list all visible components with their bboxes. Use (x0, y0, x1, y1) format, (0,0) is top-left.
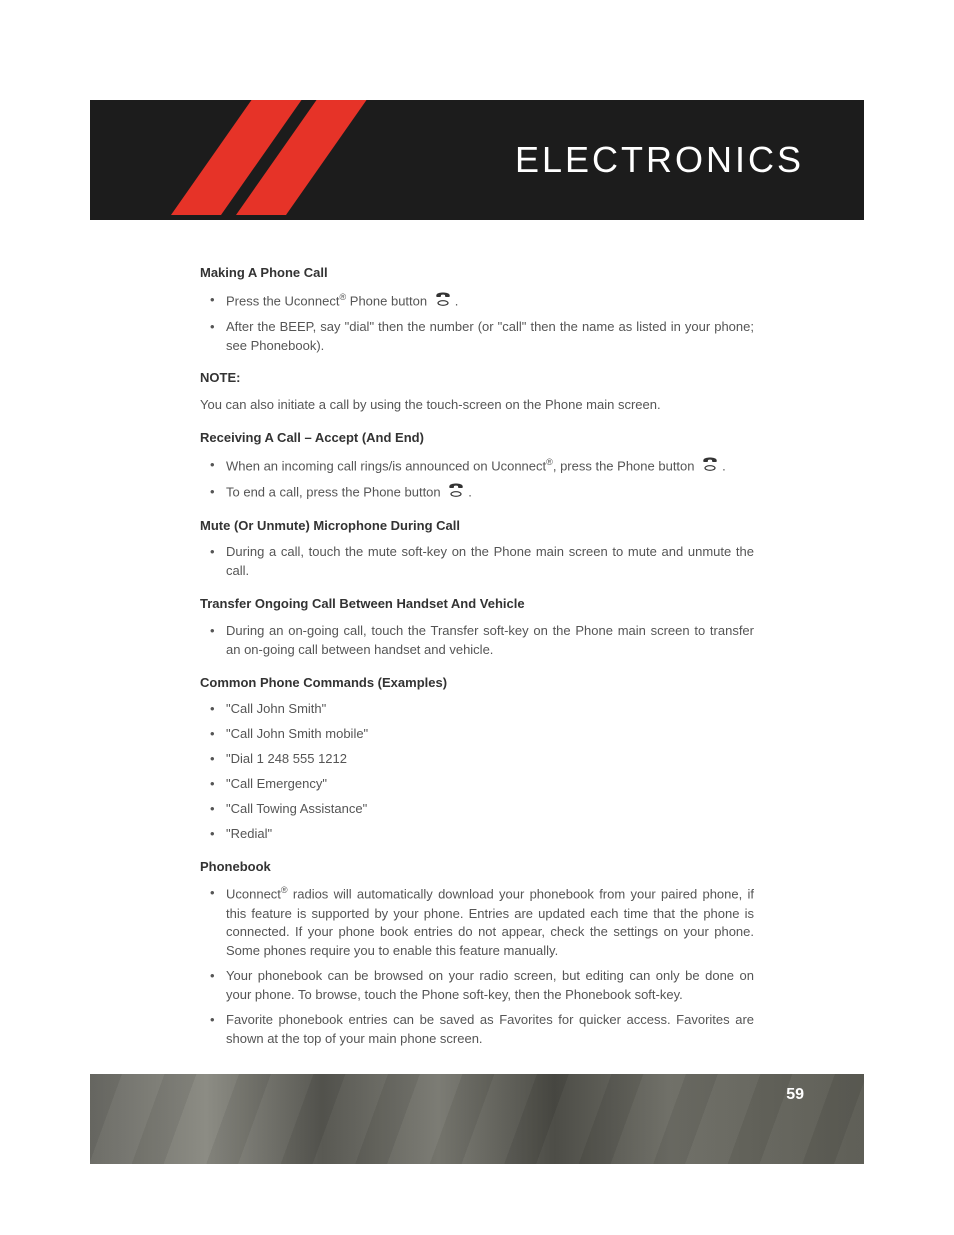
list-item: During an on-going call, touch the Trans… (214, 622, 754, 660)
bullet-list: During a call, touch the mute soft-key o… (200, 543, 754, 581)
phone-handset-icon (446, 483, 466, 503)
section-heading: Receiving A Call – Accept (And End) (200, 429, 754, 448)
page-container: ELECTRONICS Making A Phone Call Press the… (0, 0, 954, 1224)
page-number: 59 (786, 1086, 804, 1104)
phone-handset-icon (700, 457, 720, 477)
section-heading: Mute (Or Unmute) Microphone During Call (200, 517, 754, 536)
list-item: "Call Emergency" (214, 775, 754, 794)
section-heading: Common Phone Commands (Examples) (200, 674, 754, 693)
list-item: After the BEEP, say "dial" then the numb… (214, 318, 754, 356)
list-item: Favorite phonebook entries can be saved … (214, 1011, 754, 1049)
list-item: Press the Uconnect® Phone button . (214, 291, 754, 312)
list-item: "Redial" (214, 825, 754, 844)
list-item: Uconnect® radios will automatically down… (214, 884, 754, 961)
list-item: When an incoming call rings/is announced… (214, 456, 754, 477)
bullet-list: Uconnect® radios will automatically down… (200, 884, 754, 1048)
list-item: Your phonebook can be browsed on your ra… (214, 967, 754, 1005)
list-item: "Call John Smith" (214, 700, 754, 719)
section-heading: Transfer Ongoing Call Between Handset An… (200, 595, 754, 614)
content-body: Making A Phone Call Press the Uconnect® P… (90, 220, 864, 1074)
list-item: "Call John Smith mobile" (214, 725, 754, 744)
bullet-list: "Call John Smith" "Call John Smith mobile… (200, 700, 754, 843)
list-item: To end a call, press the Phone button . (214, 483, 754, 503)
footer-banner: 59 (90, 1074, 864, 1164)
section-heading: NOTE: (200, 369, 754, 388)
section-heading: Making A Phone Call (200, 264, 754, 283)
list-item: "Call Towing Assistance" (214, 800, 754, 819)
list-item: "Dial 1 248 555 1212 (214, 750, 754, 769)
header-banner: ELECTRONICS (90, 100, 864, 220)
header-title: ELECTRONICS (515, 139, 804, 181)
header-stripes (220, 100, 350, 220)
bullet-list: Press the Uconnect® Phone button . After … (200, 291, 754, 356)
section-heading: Phonebook (200, 858, 754, 877)
list-item: During a call, touch the mute soft-key o… (214, 543, 754, 581)
bullet-list: When an incoming call rings/is announced… (200, 456, 754, 503)
note-text: You can also initiate a call by using th… (200, 396, 754, 415)
phone-handset-icon (433, 292, 453, 312)
bullet-list: During an on-going call, touch the Trans… (200, 622, 754, 660)
